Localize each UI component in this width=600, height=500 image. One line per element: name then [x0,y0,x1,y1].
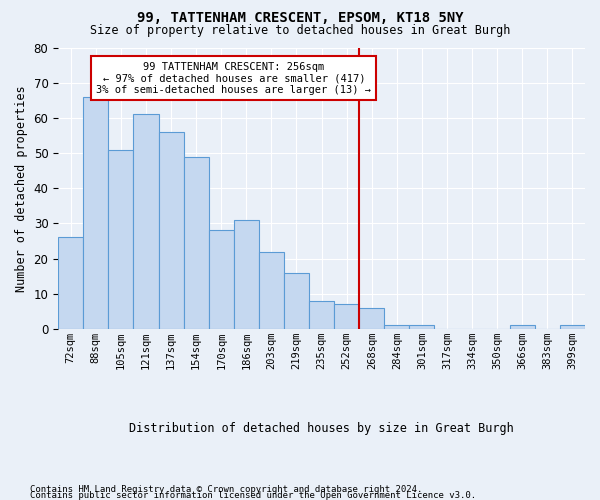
Bar [309,301,334,329]
Bar [209,230,234,329]
Bar [284,272,309,329]
Text: Size of property relative to detached houses in Great Burgh: Size of property relative to detached ho… [90,24,510,37]
Text: Contains public sector information licensed under the Open Government Licence v3: Contains public sector information licen… [30,490,476,500]
X-axis label: Distribution of detached houses by size in Great Burgh: Distribution of detached houses by size … [129,422,514,435]
Bar [83,97,109,329]
Bar [259,252,284,329]
Text: Contains HM Land Registry data © Crown copyright and database right 2024.: Contains HM Land Registry data © Crown c… [30,484,422,494]
Bar [359,308,384,329]
Bar [560,326,585,329]
Bar [234,220,259,329]
Text: 99, TATTENHAM CRESCENT, EPSOM, KT18 5NY: 99, TATTENHAM CRESCENT, EPSOM, KT18 5NY [137,11,463,25]
Bar [184,156,209,329]
Text: 99 TATTENHAM CRESCENT: 256sqm
← 97% of detached houses are smaller (417)
3% of s: 99 TATTENHAM CRESCENT: 256sqm ← 97% of d… [96,62,371,95]
Bar [510,326,535,329]
Bar [158,132,184,329]
Bar [334,304,359,329]
Bar [384,326,409,329]
Y-axis label: Number of detached properties: Number of detached properties [15,85,28,292]
Bar [409,326,434,329]
Bar [133,114,158,329]
Bar [58,238,83,329]
Bar [109,150,133,329]
